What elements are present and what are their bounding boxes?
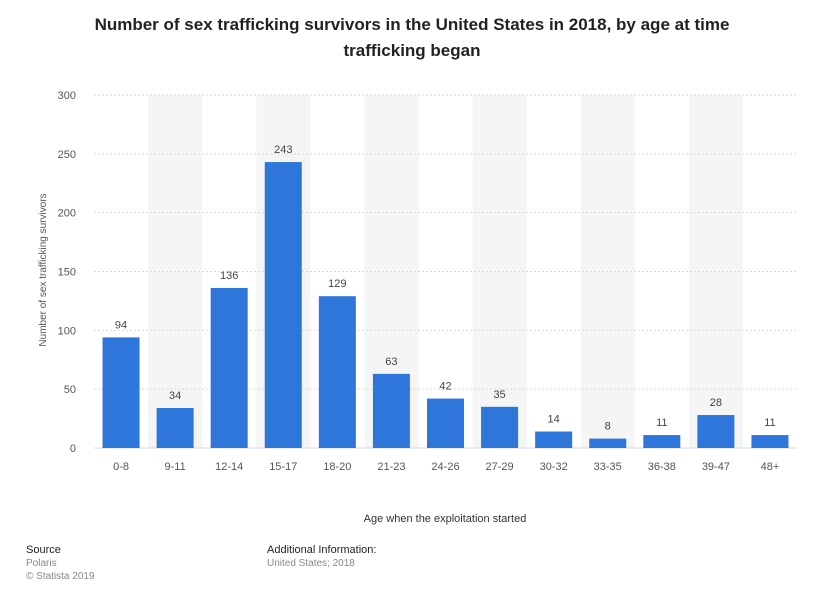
bar[interactable]	[427, 398, 464, 448]
x-tick-label: 12-14	[215, 461, 243, 473]
data-label: 94	[115, 319, 127, 331]
bar[interactable]	[156, 407, 194, 448]
bars	[102, 162, 789, 448]
data-label: 243	[274, 144, 292, 156]
x-tick-label: 24-26	[431, 461, 459, 473]
x-tick-label: 36-38	[648, 461, 676, 473]
y-tick-label: 50	[64, 384, 76, 396]
copyright-text: © Statista 2019	[26, 571, 95, 582]
source-block: Source Polaris © Statista 2019	[26, 544, 95, 583]
bar[interactable]	[318, 296, 356, 448]
data-label: 35	[493, 389, 505, 401]
y-axis-ticks: 0 50 100 150 200 250 300	[58, 90, 76, 455]
bar[interactable]	[372, 373, 410, 448]
source-link[interactable]: Polaris	[26, 558, 57, 569]
y-tick-label: 100	[58, 325, 76, 337]
additional-info-block: Additional Information: United States; 2…	[267, 544, 376, 570]
data-label: 11	[656, 417, 667, 429]
x-tick-label: 15-17	[269, 461, 297, 473]
data-label: 11	[764, 417, 775, 429]
source-heading: Source	[26, 544, 61, 556]
data-label: 63	[385, 356, 397, 368]
x-axis-ticks: 0-8 9-11 12-14 15-17 18-20 21-23 24-26 27-29 30-…	[113, 461, 779, 473]
data-label: 28	[710, 397, 722, 409]
data-label: 42	[439, 381, 451, 393]
x-tick-label: 27-29	[486, 461, 514, 473]
value-labels: 94 34 136 243 129 63 42 35 14 8 11 28 11	[115, 144, 776, 433]
chart-title: Number of sex trafficking survivors in t…	[94, 15, 730, 60]
y-tick-label: 150	[58, 267, 76, 279]
data-label: 136	[220, 270, 238, 282]
x-tick-label: 21-23	[377, 461, 405, 473]
y-tick-label: 0	[70, 443, 76, 455]
data-label: 8	[605, 421, 611, 433]
bar[interactable]	[264, 162, 302, 448]
bar[interactable]	[697, 415, 735, 448]
bar[interactable]	[751, 435, 789, 448]
bar[interactable]	[643, 435, 681, 448]
data-label: 129	[328, 278, 346, 290]
x-tick-label: 9-11	[165, 461, 186, 473]
x-tick-label: 30-32	[540, 461, 568, 473]
x-tick-label: 33-35	[594, 461, 622, 473]
y-axis-label: Number of sex trafficking survivors	[38, 193, 49, 346]
data-label: 34	[169, 390, 181, 402]
x-axis-label: Age when the exploitation started	[364, 513, 527, 525]
bar[interactable]	[210, 287, 248, 448]
x-tick-label: 39-47	[702, 461, 730, 473]
x-tick-label: 0-8	[113, 461, 129, 473]
bar[interactable]	[481, 406, 519, 448]
bar[interactable]	[535, 431, 573, 448]
additional-info-text: United States; 2018	[267, 558, 355, 569]
y-tick-label: 250	[58, 149, 76, 161]
y-tick-label: 200	[58, 208, 76, 220]
bar[interactable]	[102, 337, 140, 448]
x-tick-label: 18-20	[323, 461, 351, 473]
x-tick-label: 48+	[761, 461, 780, 473]
additional-info-heading: Additional Information:	[267, 544, 377, 556]
y-tick-label: 300	[58, 90, 76, 102]
bar[interactable]	[589, 438, 627, 448]
data-label: 14	[548, 414, 560, 426]
